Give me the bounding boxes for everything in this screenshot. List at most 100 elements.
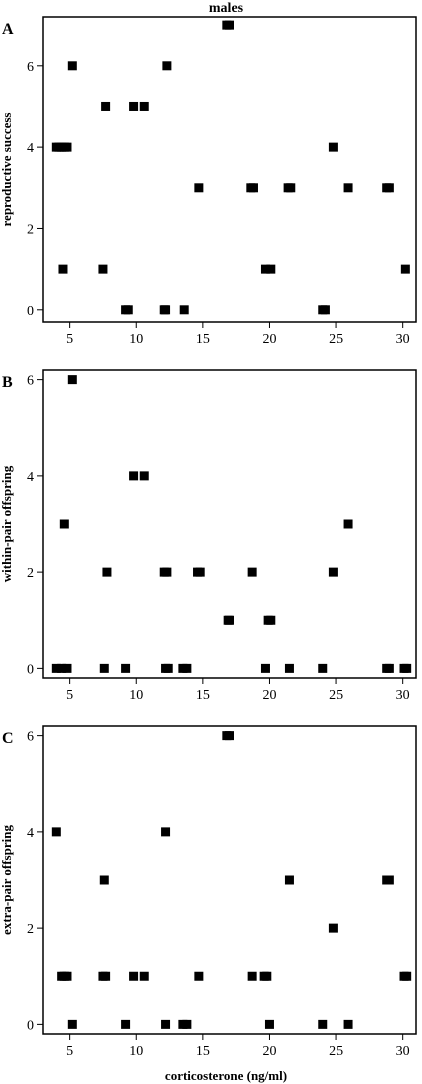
data-point	[400, 264, 410, 274]
x-tick-label: 25	[329, 688, 343, 703]
data-point	[62, 663, 72, 673]
data-point	[67, 61, 77, 71]
data-point	[161, 305, 171, 315]
y-tick-label: 4	[27, 141, 34, 156]
data-point	[247, 567, 257, 577]
data-point	[262, 971, 272, 981]
y-tick-label: 2	[27, 566, 34, 581]
data-point	[284, 663, 294, 673]
data-point	[320, 305, 330, 315]
panel-letter: C	[2, 730, 14, 747]
data-point	[225, 731, 234, 741]
data-point	[284, 875, 294, 885]
data-point	[248, 183, 258, 193]
data-point	[102, 567, 112, 577]
x-tick-label: 15	[196, 1044, 210, 1059]
data-point	[129, 101, 139, 111]
data-point	[161, 1019, 171, 1029]
data-point	[328, 923, 338, 933]
y-tick-label: 4	[27, 826, 34, 841]
plot-frame	[42, 369, 417, 679]
data-point	[318, 1019, 328, 1029]
y-axis-label: extra-pair offspring	[0, 825, 14, 935]
y-tick-label: 6	[27, 60, 34, 75]
data-point	[247, 971, 257, 981]
data-point	[194, 183, 204, 193]
data-point	[121, 1019, 131, 1029]
x-tick-label: 20	[262, 688, 276, 703]
y-tick-label: 0	[27, 662, 34, 677]
data-point	[139, 101, 149, 111]
data-point	[328, 567, 338, 577]
panel-letter: B	[2, 374, 13, 391]
data-point	[57, 663, 67, 673]
x-tick-label: 5	[66, 1044, 73, 1059]
data-point	[121, 663, 131, 673]
x-tick-label: 15	[196, 688, 210, 703]
data-point	[266, 615, 276, 625]
data-point	[384, 183, 394, 193]
x-tick-label: 20	[262, 332, 276, 347]
data-point	[318, 663, 328, 673]
x-tick-label: 30	[396, 332, 410, 347]
data-point	[402, 663, 412, 673]
data-point	[260, 663, 270, 673]
data-point	[51, 663, 61, 673]
data-point	[98, 264, 108, 274]
x-tick-label: 15	[196, 332, 210, 347]
data-point	[62, 971, 72, 981]
y-tick-label: 4	[27, 470, 34, 485]
data-point	[266, 264, 276, 274]
data-point	[67, 1019, 77, 1029]
y-tick-label: 2	[27, 922, 34, 937]
data-point	[99, 875, 109, 885]
x-tick-label: 10	[129, 332, 143, 347]
data-point	[123, 305, 133, 315]
data-point	[129, 471, 139, 481]
panel-letter: A	[2, 21, 14, 38]
data-point	[225, 615, 234, 625]
data-point	[139, 471, 149, 481]
data-point	[343, 183, 353, 193]
y-tick-label: 0	[27, 1018, 34, 1033]
y-axis-label: reproductive success	[0, 113, 14, 227]
y-tick-label: 2	[27, 222, 34, 237]
data-point	[402, 971, 412, 981]
x-tick-label: 5	[66, 688, 73, 703]
plot-frame	[42, 725, 417, 1035]
data-point	[59, 519, 69, 529]
data-point	[343, 519, 353, 529]
y-tick-label: 6	[27, 374, 34, 389]
x-tick-label: 10	[129, 1044, 143, 1059]
data-point	[384, 875, 394, 885]
y-tick-label: 0	[27, 304, 34, 319]
data-point	[182, 663, 192, 673]
data-point	[129, 971, 139, 981]
data-point	[179, 305, 189, 315]
data-point	[195, 567, 205, 577]
x-tick-label: 20	[262, 1044, 276, 1059]
data-point	[328, 142, 338, 152]
data-point	[286, 183, 296, 193]
data-point	[67, 375, 77, 385]
y-axis-label: within-pair offspring	[0, 465, 14, 582]
figure-title: males	[209, 1, 244, 16]
data-point	[264, 1019, 274, 1029]
x-tick-label: 25	[329, 1044, 343, 1059]
data-point	[139, 971, 149, 981]
data-point	[182, 1019, 192, 1029]
data-point	[384, 663, 394, 673]
x-axis-label: corticosterone (ng/ml)	[165, 1068, 287, 1083]
data-point	[194, 971, 204, 981]
data-point	[260, 264, 270, 274]
data-point	[225, 20, 234, 30]
data-point	[51, 827, 61, 837]
x-tick-label: 5	[66, 332, 73, 347]
data-point	[101, 101, 111, 111]
data-point	[58, 264, 68, 274]
x-tick-label: 30	[396, 1044, 410, 1059]
